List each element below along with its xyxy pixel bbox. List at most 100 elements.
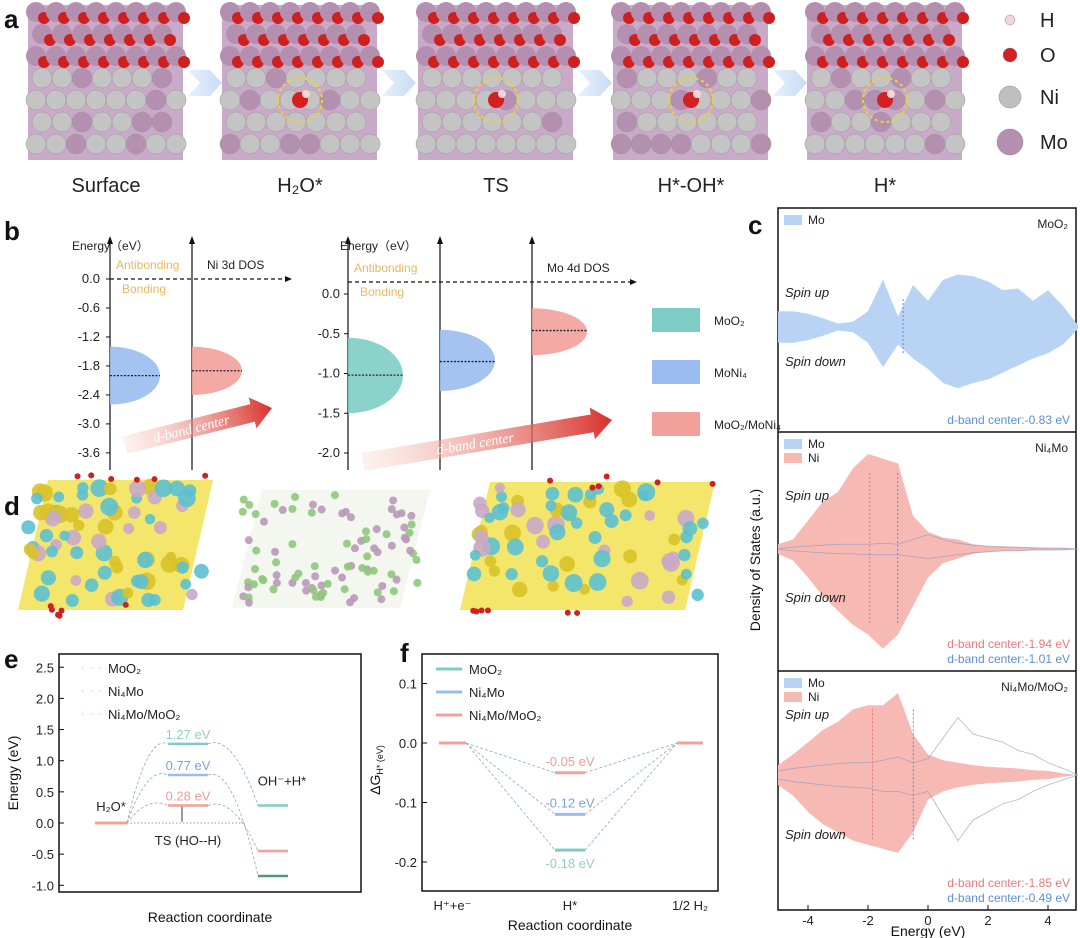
spin-down-label: Spin down bbox=[785, 590, 846, 605]
ni-atom bbox=[339, 89, 361, 111]
bonding-label: Bonding bbox=[360, 285, 404, 299]
atom-density-blob bbox=[31, 492, 43, 505]
structure-caption: TS bbox=[483, 175, 509, 197]
y-tick-label: 0.5 bbox=[36, 785, 54, 800]
ni-atom bbox=[131, 111, 153, 133]
panel-b-dband-diagram: Energy（eV） 0.0 -0.6 -1.2 -1.8 -2.4 -3.0 -3.6 Ant… bbox=[72, 236, 781, 471]
y-tick-label: 0.0 bbox=[36, 816, 54, 831]
connector-line bbox=[465, 742, 556, 774]
ni-atom bbox=[630, 133, 652, 155]
chevron-arrow-icon bbox=[773, 70, 807, 96]
atom-density-blob bbox=[291, 573, 300, 582]
ni-atom bbox=[319, 133, 341, 155]
atom-density-blob bbox=[122, 587, 134, 599]
ni-atom bbox=[710, 89, 732, 111]
atom-density-blob bbox=[238, 507, 247, 516]
dos-line-mo bbox=[777, 534, 1079, 550]
atom-density-blob bbox=[144, 513, 156, 525]
chevron-arrow-icon bbox=[578, 70, 612, 96]
ni-atom bbox=[31, 111, 53, 133]
bonding-label: Bonding bbox=[122, 282, 166, 296]
connector-line bbox=[584, 742, 678, 815]
atom-density-blob bbox=[311, 592, 320, 601]
atom-density-blob bbox=[630, 571, 649, 590]
dband-center-value: d-band center:-0.49 eV bbox=[947, 891, 1070, 905]
atom-density-blob bbox=[272, 578, 281, 587]
adsorption-energy-label: -0.12 eV bbox=[545, 795, 594, 810]
connector-line bbox=[207, 742, 259, 806]
structure-caption: H₂O* bbox=[277, 175, 323, 197]
structure-caption: H*-OH* bbox=[658, 175, 725, 197]
atom-density-blob bbox=[90, 479, 109, 497]
connector-line bbox=[465, 742, 556, 815]
y-tick-label: -1.5 bbox=[318, 405, 340, 420]
atom-density-blob bbox=[494, 482, 506, 494]
dband-shape bbox=[440, 329, 495, 391]
legend-atom-ni-icon bbox=[998, 85, 1022, 109]
ni-atom bbox=[435, 133, 457, 155]
atom-density-blob bbox=[505, 568, 518, 581]
atom-density-blob bbox=[510, 502, 526, 518]
ni-atom bbox=[850, 111, 872, 133]
y-tick-label: -2.0 bbox=[318, 445, 340, 460]
ni-atom bbox=[91, 111, 113, 133]
antibonding-label: Antibonding bbox=[354, 261, 417, 275]
ni-atom bbox=[910, 67, 932, 89]
ni-atom bbox=[716, 67, 738, 89]
connector-line bbox=[126, 802, 169, 824]
arrow-head-icon bbox=[285, 276, 292, 282]
surface-o-atom bbox=[47, 603, 54, 610]
atom-density-blob bbox=[343, 562, 352, 571]
atom-density-blob bbox=[363, 567, 372, 576]
atom-density-blob bbox=[389, 496, 398, 505]
connector-line bbox=[207, 803, 259, 852]
ni-atom bbox=[924, 89, 946, 111]
ni-atom bbox=[824, 133, 846, 155]
ni-atom bbox=[616, 111, 638, 133]
surface-o-atom bbox=[151, 476, 158, 483]
arrow-icon bbox=[361, 407, 612, 471]
atom-density-blob bbox=[378, 581, 387, 590]
atom-density-blob bbox=[244, 536, 253, 545]
spin-down-label: Spin down bbox=[785, 354, 846, 369]
atom-density-blob bbox=[44, 510, 61, 527]
ni-atom bbox=[151, 111, 173, 133]
ni-atom bbox=[636, 111, 658, 133]
atom-density-blob bbox=[362, 535, 371, 544]
legend-label: Mo bbox=[808, 437, 825, 451]
ni-atom bbox=[421, 67, 443, 89]
ni-atom bbox=[541, 67, 563, 89]
surface-o-atom bbox=[595, 483, 602, 490]
legend-swatch bbox=[784, 678, 802, 688]
chevron-arrow-icon bbox=[382, 70, 416, 96]
adsorbate-h-atom bbox=[302, 90, 310, 98]
y-tick-label: -0.5 bbox=[318, 326, 340, 341]
o-atom bbox=[178, 56, 190, 68]
atom-density-blob bbox=[560, 504, 578, 521]
atom-density-blob bbox=[301, 578, 310, 587]
y-tick-label: -0.6 bbox=[78, 300, 100, 315]
atom-density-blob bbox=[91, 533, 107, 549]
atom-density-blob bbox=[252, 546, 261, 555]
atom-density-blob bbox=[180, 578, 192, 590]
atom-density-blob bbox=[661, 590, 676, 604]
atom-density-blob bbox=[288, 540, 297, 549]
ni-atom bbox=[535, 89, 557, 111]
y-axis-label: Density of States (a.u.) bbox=[747, 489, 763, 631]
o-atom bbox=[749, 34, 761, 46]
y-axis-label-subscript: H* (eV) bbox=[375, 745, 385, 775]
dos-area-ni bbox=[778, 454, 1078, 649]
atom-density-blob bbox=[535, 555, 549, 568]
atom-density-blob bbox=[123, 523, 135, 535]
legend-label: Ni bbox=[808, 451, 819, 465]
atom-density-blob bbox=[310, 562, 319, 571]
o-atom bbox=[957, 56, 969, 68]
atom-density-blob bbox=[407, 511, 416, 520]
atom-density-blob bbox=[291, 492, 300, 501]
spin-up-label: Spin up bbox=[785, 707, 829, 722]
dos-label: Ni 3d DOS bbox=[207, 258, 264, 272]
surface-o-atom bbox=[709, 480, 716, 487]
y-tick-label: 1.0 bbox=[36, 754, 54, 769]
atom-density-blob bbox=[542, 565, 560, 582]
